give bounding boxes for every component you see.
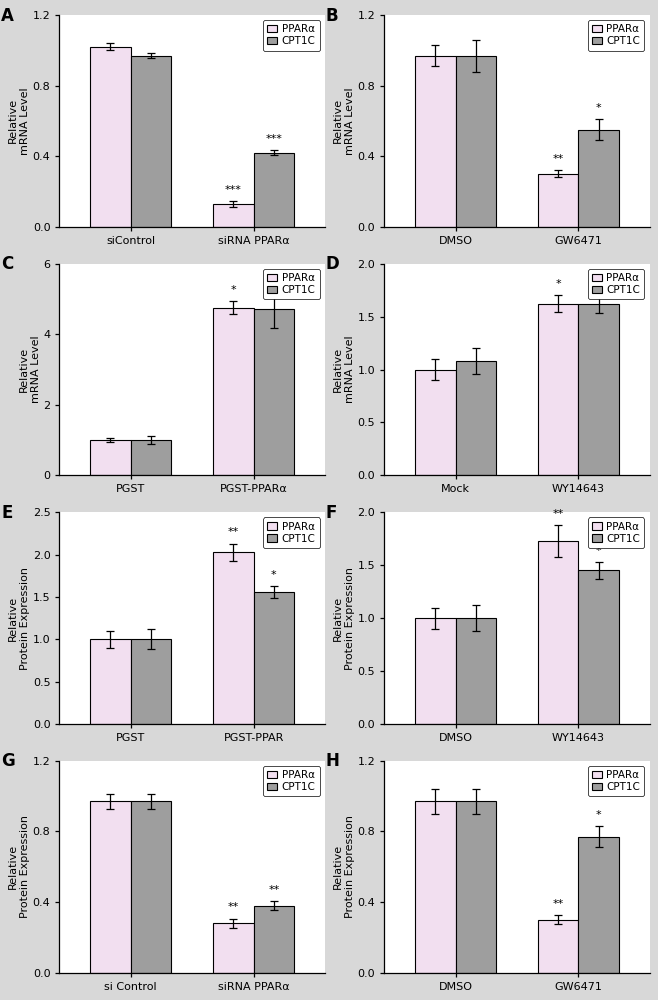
Text: *: * — [596, 103, 601, 113]
Text: B: B — [326, 7, 339, 25]
Bar — [131, 440, 171, 475]
Bar — [415, 618, 455, 724]
Bar — [131, 56, 171, 227]
Bar — [578, 837, 619, 973]
Legend: PPARα, CPT1C: PPARα, CPT1C — [263, 269, 320, 299]
Y-axis label: Relative
Protein Expression: Relative Protein Expression — [333, 815, 355, 918]
Bar — [578, 130, 619, 227]
Text: **: ** — [268, 885, 280, 895]
Bar — [455, 56, 496, 227]
Y-axis label: Relative
Protein Expression: Relative Protein Expression — [9, 567, 30, 670]
Bar — [213, 552, 253, 724]
Text: **: ** — [228, 527, 239, 537]
Text: ***: *** — [225, 185, 241, 195]
Text: ***: *** — [265, 134, 282, 144]
Legend: PPARα, CPT1C: PPARα, CPT1C — [588, 766, 644, 796]
Bar — [415, 801, 455, 973]
Text: E: E — [1, 504, 13, 522]
Legend: PPARα, CPT1C: PPARα, CPT1C — [263, 20, 320, 51]
Y-axis label: Relative
mRNA Level: Relative mRNA Level — [9, 87, 30, 155]
Bar — [213, 923, 253, 973]
Bar — [538, 304, 578, 475]
Bar — [538, 541, 578, 724]
Y-axis label: Relative
mRNA Level: Relative mRNA Level — [333, 336, 355, 403]
Bar — [213, 204, 253, 227]
Text: *: * — [596, 278, 601, 288]
Text: **: ** — [553, 154, 564, 164]
Text: **: ** — [553, 509, 564, 519]
Legend: PPARα, CPT1C: PPARα, CPT1C — [588, 517, 644, 548]
Y-axis label: Relative
mRNA Level: Relative mRNA Level — [19, 336, 41, 403]
Bar — [131, 639, 171, 724]
Text: *: * — [271, 570, 276, 580]
Bar — [578, 304, 619, 475]
Text: F: F — [326, 504, 338, 522]
Bar — [253, 592, 294, 724]
Text: **: ** — [228, 902, 239, 912]
Bar — [253, 309, 294, 475]
Text: C: C — [1, 255, 13, 273]
Bar — [90, 801, 131, 973]
Text: *: * — [230, 285, 236, 295]
Bar — [455, 361, 496, 475]
Text: **: ** — [268, 273, 280, 283]
Legend: PPARα, CPT1C: PPARα, CPT1C — [263, 766, 320, 796]
Legend: PPARα, CPT1C: PPARα, CPT1C — [588, 20, 644, 51]
Bar — [455, 618, 496, 724]
Bar — [90, 440, 131, 475]
Bar — [90, 47, 131, 227]
Bar — [253, 906, 294, 973]
Y-axis label: Relative
mRNA Level: Relative mRNA Level — [333, 87, 355, 155]
Bar — [213, 308, 253, 475]
Text: G: G — [1, 752, 15, 770]
Bar — [538, 174, 578, 227]
Bar — [90, 639, 131, 724]
Text: *: * — [596, 810, 601, 820]
Bar — [131, 801, 171, 973]
Bar — [578, 570, 619, 724]
Y-axis label: Relative
Protein Expression: Relative Protein Expression — [333, 567, 355, 670]
Text: A: A — [1, 7, 14, 25]
Bar — [538, 920, 578, 973]
Text: **: ** — [553, 899, 564, 909]
Legend: PPARα, CPT1C: PPARα, CPT1C — [588, 269, 644, 299]
Text: *: * — [596, 546, 601, 556]
Text: *: * — [555, 279, 561, 289]
Legend: PPARα, CPT1C: PPARα, CPT1C — [263, 517, 320, 548]
Bar — [253, 153, 294, 227]
Bar — [415, 370, 455, 475]
Y-axis label: Relative
Protein Expression: Relative Protein Expression — [9, 815, 30, 918]
Text: D: D — [326, 255, 340, 273]
Bar — [415, 56, 455, 227]
Text: H: H — [326, 752, 340, 770]
Bar — [455, 801, 496, 973]
